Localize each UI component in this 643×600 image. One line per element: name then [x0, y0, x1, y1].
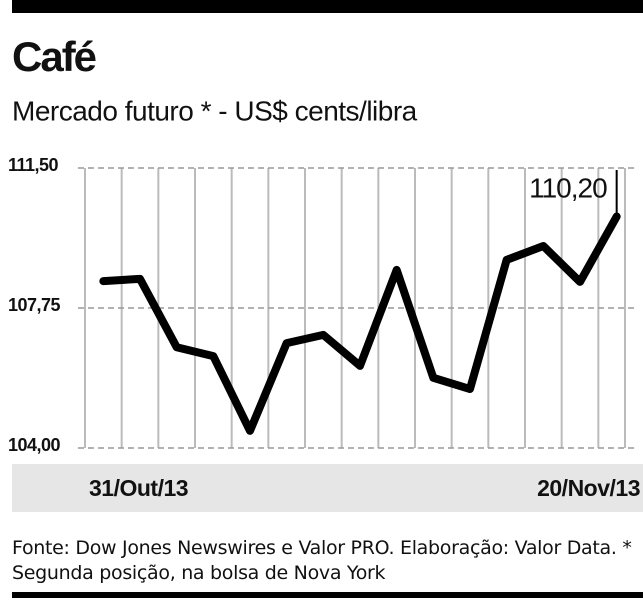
- chart-title: Café: [12, 33, 96, 80]
- chart-subtitle: Mercado futuro * - US$ cents/libra: [12, 95, 418, 126]
- line: [99, 212, 621, 435]
- source-note: Fonte: Dow Jones Newswires e Valor PRO. …: [12, 537, 632, 584]
- date-band: [12, 464, 643, 512]
- y-tick-label: 104,00: [8, 435, 61, 455]
- top-rule: [12, 0, 643, 13]
- bottom-rule: [12, 592, 643, 598]
- y-tick-label: 107,75: [8, 295, 61, 315]
- x-tick-label: 31/Out/13: [89, 475, 188, 501]
- value-label: 110,20: [529, 172, 607, 203]
- y-tick-label: 111,50: [8, 155, 59, 175]
- x-tick-label: 20/Nov/13: [537, 475, 640, 501]
